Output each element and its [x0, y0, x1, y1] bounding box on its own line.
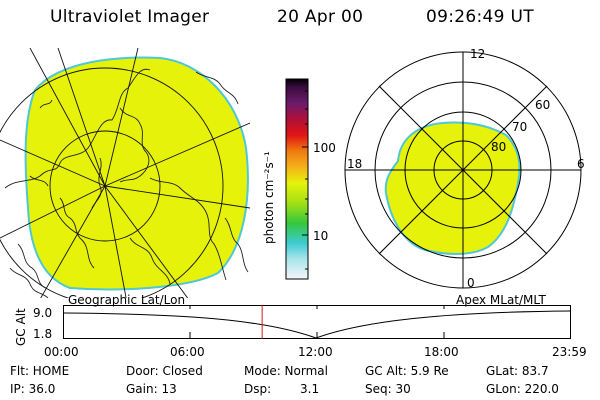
mlt-label-6: 6 — [577, 157, 585, 171]
dsp-value: 3.1 — [300, 382, 320, 396]
mlt-label-12: 12 — [470, 47, 486, 61]
orbit-xtick-0600: 06:00 — [170, 345, 205, 359]
instrument-title: Ultraviolet Imager — [50, 7, 210, 27]
mlt-label-0: 0 — [467, 276, 475, 290]
geo-longitude: GLon: 220.0 — [486, 382, 559, 396]
dsp-label: Dsp: — [244, 382, 272, 396]
orbit-ylabel: GC Alt — [14, 308, 28, 346]
lat-label-80: 80 — [491, 140, 507, 154]
lat-label-70: 70 — [512, 120, 528, 134]
orbit-ytick-9: 9.0 — [33, 306, 53, 320]
geo-latitude: GLat: 83.7 — [486, 364, 549, 378]
time-label: 09:26:49 UT — [426, 7, 534, 27]
gc-altitude: GC Alt: 5.9 Re — [365, 364, 449, 378]
colorbar-unit-label: photon cm⁻²s⁻¹ — [262, 151, 276, 244]
orbit-xtick-1200: 12:00 — [298, 345, 333, 359]
sequence-value: Seq: 30 — [365, 382, 411, 396]
flight-status: Flt: HOME — [10, 364, 70, 378]
mode-status: Mode: Normal — [244, 364, 328, 378]
colorbar-tick-100: 100 — [313, 141, 336, 155]
geographic-image — [0, 48, 250, 298]
date-label: 20 Apr 00 — [277, 7, 364, 27]
mlt-label-18: 18 — [347, 157, 363, 171]
color-bar — [285, 78, 309, 280]
polar-grid — [344, 51, 582, 289]
polar-plot — [344, 51, 582, 289]
orbit-xtick-0000: 00:00 — [44, 345, 79, 359]
orbit-ytick-1-8: 1.8 — [33, 327, 53, 341]
orbit-plot — [62, 305, 572, 339]
latlon-grid — [0, 48, 250, 298]
orbit-xtick-1800: 18:00 — [424, 345, 459, 359]
ip-value: IP: 36.0 — [10, 382, 56, 396]
aurora-region — [24, 56, 249, 291]
door-status: Door: Closed — [126, 364, 203, 378]
gain-value: Gain: 13 — [126, 382, 177, 396]
lat-label-60: 60 — [535, 98, 551, 112]
orbit-ticks — [189, 305, 445, 339]
polar-aurora-region — [384, 121, 521, 255]
orbit-xtick-2359: 23:59 — [552, 345, 587, 359]
apex-caption: Apex MLat/MLT — [456, 293, 546, 307]
geographic-caption: Geographic Lat/Lon — [68, 293, 186, 307]
colorbar-tick-10: 10 — [313, 229, 329, 243]
